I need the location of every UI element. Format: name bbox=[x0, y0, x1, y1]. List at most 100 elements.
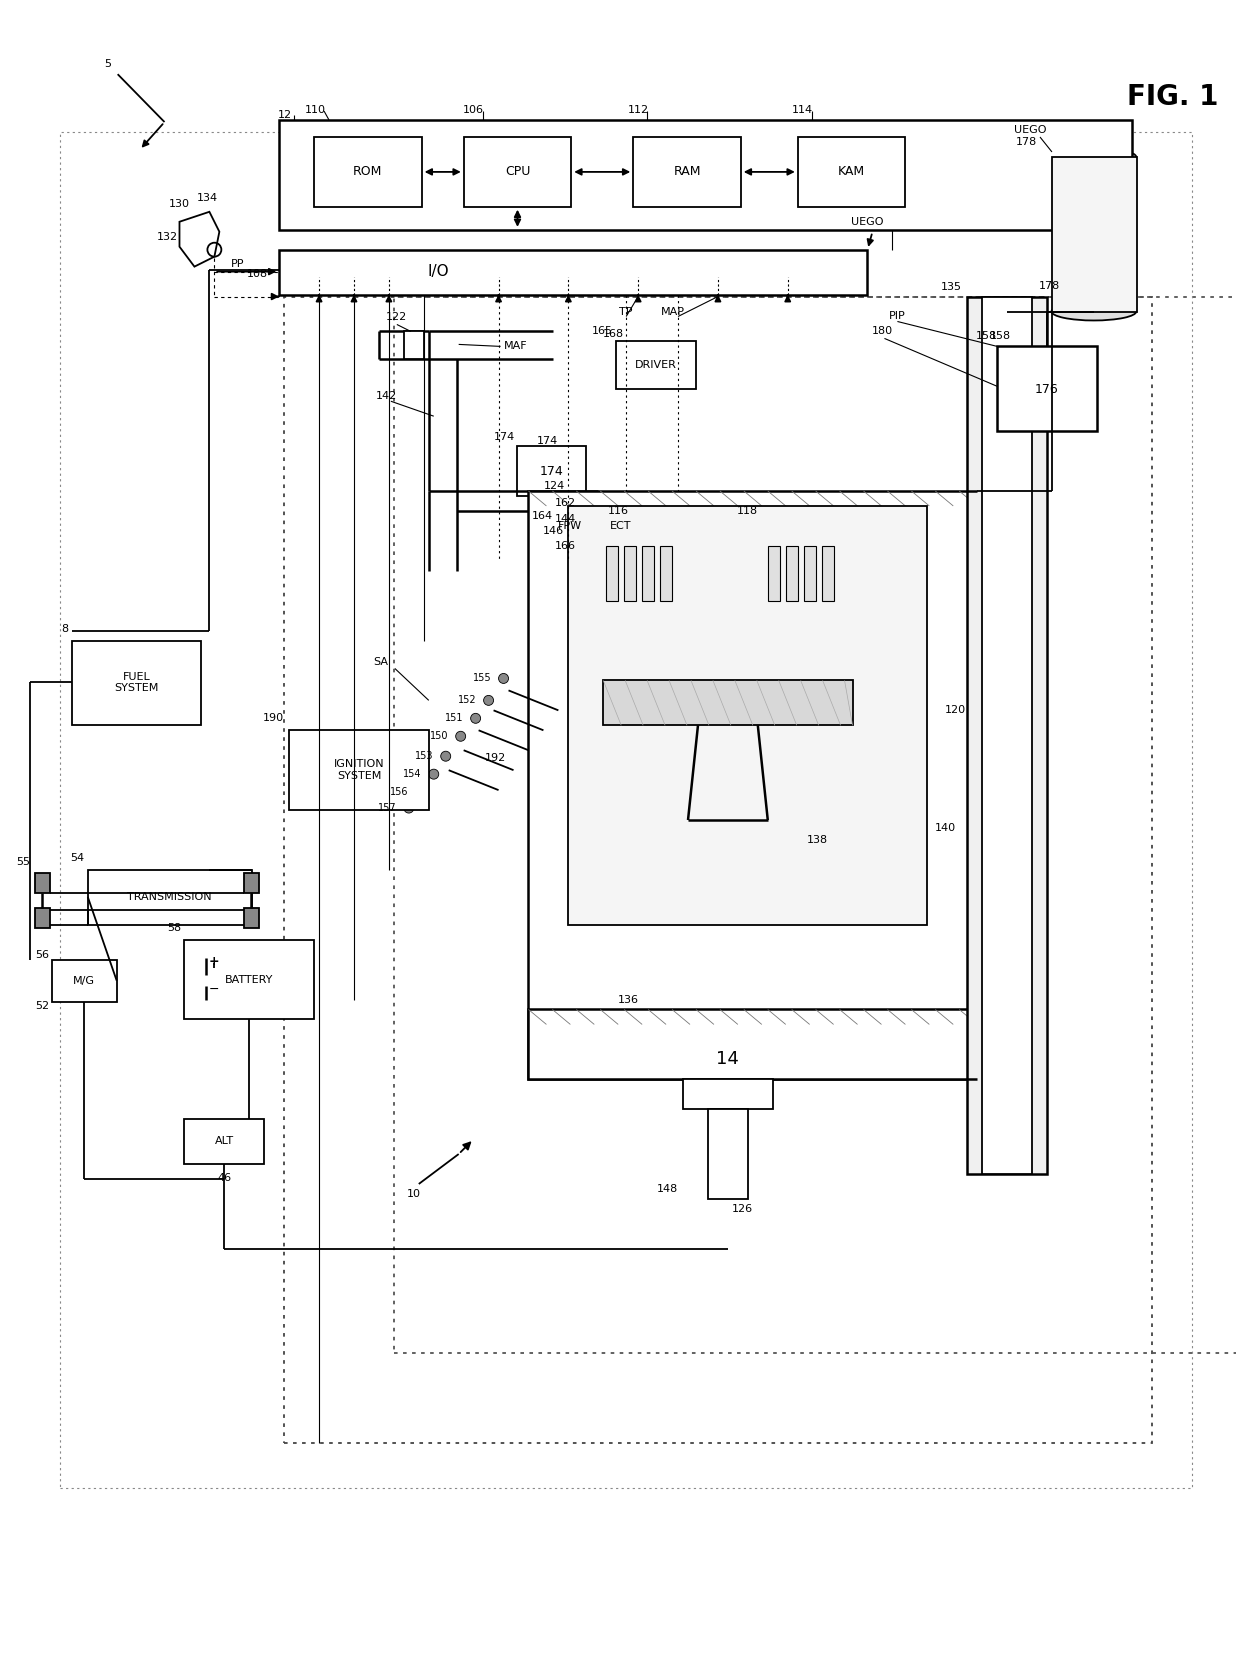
Bar bbox=[289, 731, 429, 811]
Text: 178: 178 bbox=[1016, 136, 1037, 146]
Bar bbox=[244, 874, 259, 894]
Text: CPU: CPU bbox=[505, 166, 531, 178]
Text: SA: SA bbox=[373, 658, 388, 668]
Text: 5: 5 bbox=[104, 60, 112, 70]
Bar bbox=[1052, 156, 1137, 312]
Text: ROM: ROM bbox=[353, 166, 383, 178]
Text: 126: 126 bbox=[733, 1204, 754, 1214]
Bar bbox=[642, 546, 655, 601]
Text: UEGO: UEGO bbox=[851, 216, 884, 228]
Text: 158: 158 bbox=[976, 332, 997, 342]
Bar bbox=[997, 347, 1097, 432]
Text: ECT: ECT bbox=[609, 522, 631, 532]
Ellipse shape bbox=[1052, 148, 1136, 166]
Text: FPW: FPW bbox=[558, 522, 583, 532]
Text: PP: PP bbox=[231, 259, 244, 269]
Text: 148: 148 bbox=[657, 1184, 678, 1194]
Bar bbox=[967, 297, 1047, 1174]
Circle shape bbox=[711, 852, 745, 889]
Text: 156: 156 bbox=[391, 787, 409, 797]
Bar bbox=[88, 870, 252, 925]
Text: 14: 14 bbox=[717, 1050, 739, 1068]
Text: −: − bbox=[210, 983, 219, 997]
Bar bbox=[982, 297, 1032, 1174]
Bar bbox=[464, 136, 572, 208]
Bar bbox=[660, 546, 672, 601]
Text: 164: 164 bbox=[532, 512, 553, 522]
Text: 46: 46 bbox=[217, 1173, 232, 1183]
Text: 122: 122 bbox=[386, 312, 408, 322]
Text: 144: 144 bbox=[554, 513, 577, 523]
Circle shape bbox=[738, 845, 758, 865]
Text: 138: 138 bbox=[807, 835, 828, 845]
Text: TP: TP bbox=[620, 307, 632, 317]
Text: 54: 54 bbox=[71, 852, 84, 864]
Text: 120: 120 bbox=[945, 706, 966, 716]
Text: RAM: RAM bbox=[673, 166, 701, 178]
Circle shape bbox=[429, 769, 439, 779]
Text: 176: 176 bbox=[1035, 382, 1059, 395]
Text: 8: 8 bbox=[62, 623, 68, 633]
Text: 150: 150 bbox=[430, 731, 449, 741]
Bar bbox=[314, 136, 422, 208]
Text: 157: 157 bbox=[378, 802, 397, 814]
Text: 130: 130 bbox=[169, 199, 190, 209]
Circle shape bbox=[484, 696, 494, 706]
Bar bbox=[72, 641, 201, 726]
Bar bbox=[568, 507, 928, 925]
Bar bbox=[404, 332, 424, 359]
Text: TRANSMISSION: TRANSMISSION bbox=[128, 892, 212, 902]
Text: MAF: MAF bbox=[503, 342, 527, 352]
Circle shape bbox=[498, 673, 508, 683]
Text: MAP: MAP bbox=[661, 307, 684, 317]
Text: PIP: PIP bbox=[889, 312, 905, 322]
Text: 155: 155 bbox=[472, 673, 491, 683]
Text: 134: 134 bbox=[197, 193, 218, 203]
Text: 178: 178 bbox=[1038, 281, 1060, 291]
Text: 152: 152 bbox=[458, 696, 476, 706]
Text: 136: 136 bbox=[618, 995, 639, 1005]
Text: 174: 174 bbox=[495, 432, 516, 442]
Text: FUEL
SYSTEM: FUEL SYSTEM bbox=[114, 671, 159, 693]
Text: 174: 174 bbox=[537, 437, 558, 447]
Text: 174: 174 bbox=[539, 465, 563, 478]
Text: 132: 132 bbox=[157, 233, 179, 243]
Text: 56: 56 bbox=[35, 950, 48, 960]
Text: IGNITION
SYSTEM: IGNITION SYSTEM bbox=[334, 759, 384, 781]
Text: 140: 140 bbox=[935, 822, 956, 834]
Bar bbox=[394, 297, 1240, 1354]
Text: 110: 110 bbox=[305, 105, 326, 115]
Text: 142: 142 bbox=[376, 392, 398, 402]
Bar bbox=[52, 960, 117, 1002]
Text: 124: 124 bbox=[544, 482, 565, 492]
Text: 135: 135 bbox=[941, 282, 962, 292]
Text: 154: 154 bbox=[403, 769, 422, 779]
Text: DRIVER: DRIVER bbox=[635, 360, 677, 370]
Text: 162: 162 bbox=[554, 498, 575, 508]
Text: 106: 106 bbox=[463, 105, 484, 115]
Circle shape bbox=[455, 731, 466, 741]
Text: 190: 190 bbox=[263, 713, 284, 723]
Text: 55: 55 bbox=[16, 857, 30, 867]
Text: I/O: I/O bbox=[428, 264, 450, 279]
Bar bbox=[185, 940, 314, 1020]
Text: 118: 118 bbox=[738, 507, 759, 517]
Text: 158: 158 bbox=[990, 332, 1011, 342]
Bar bbox=[797, 136, 905, 208]
Text: ALT: ALT bbox=[215, 1136, 234, 1146]
Text: UEGO: UEGO bbox=[1014, 125, 1047, 135]
Bar bbox=[603, 681, 853, 726]
Bar bbox=[606, 546, 619, 601]
Bar bbox=[185, 1120, 264, 1164]
Bar bbox=[616, 342, 696, 389]
Circle shape bbox=[404, 802, 414, 812]
Text: M/G: M/G bbox=[73, 975, 94, 985]
Text: 58: 58 bbox=[167, 924, 181, 933]
Text: 168: 168 bbox=[603, 329, 624, 339]
Text: 153: 153 bbox=[415, 751, 434, 761]
Text: 192: 192 bbox=[485, 752, 506, 762]
Text: FIG. 1: FIG. 1 bbox=[1127, 83, 1218, 111]
Bar bbox=[768, 546, 780, 601]
Bar bbox=[624, 546, 636, 601]
Text: 12: 12 bbox=[278, 110, 293, 120]
